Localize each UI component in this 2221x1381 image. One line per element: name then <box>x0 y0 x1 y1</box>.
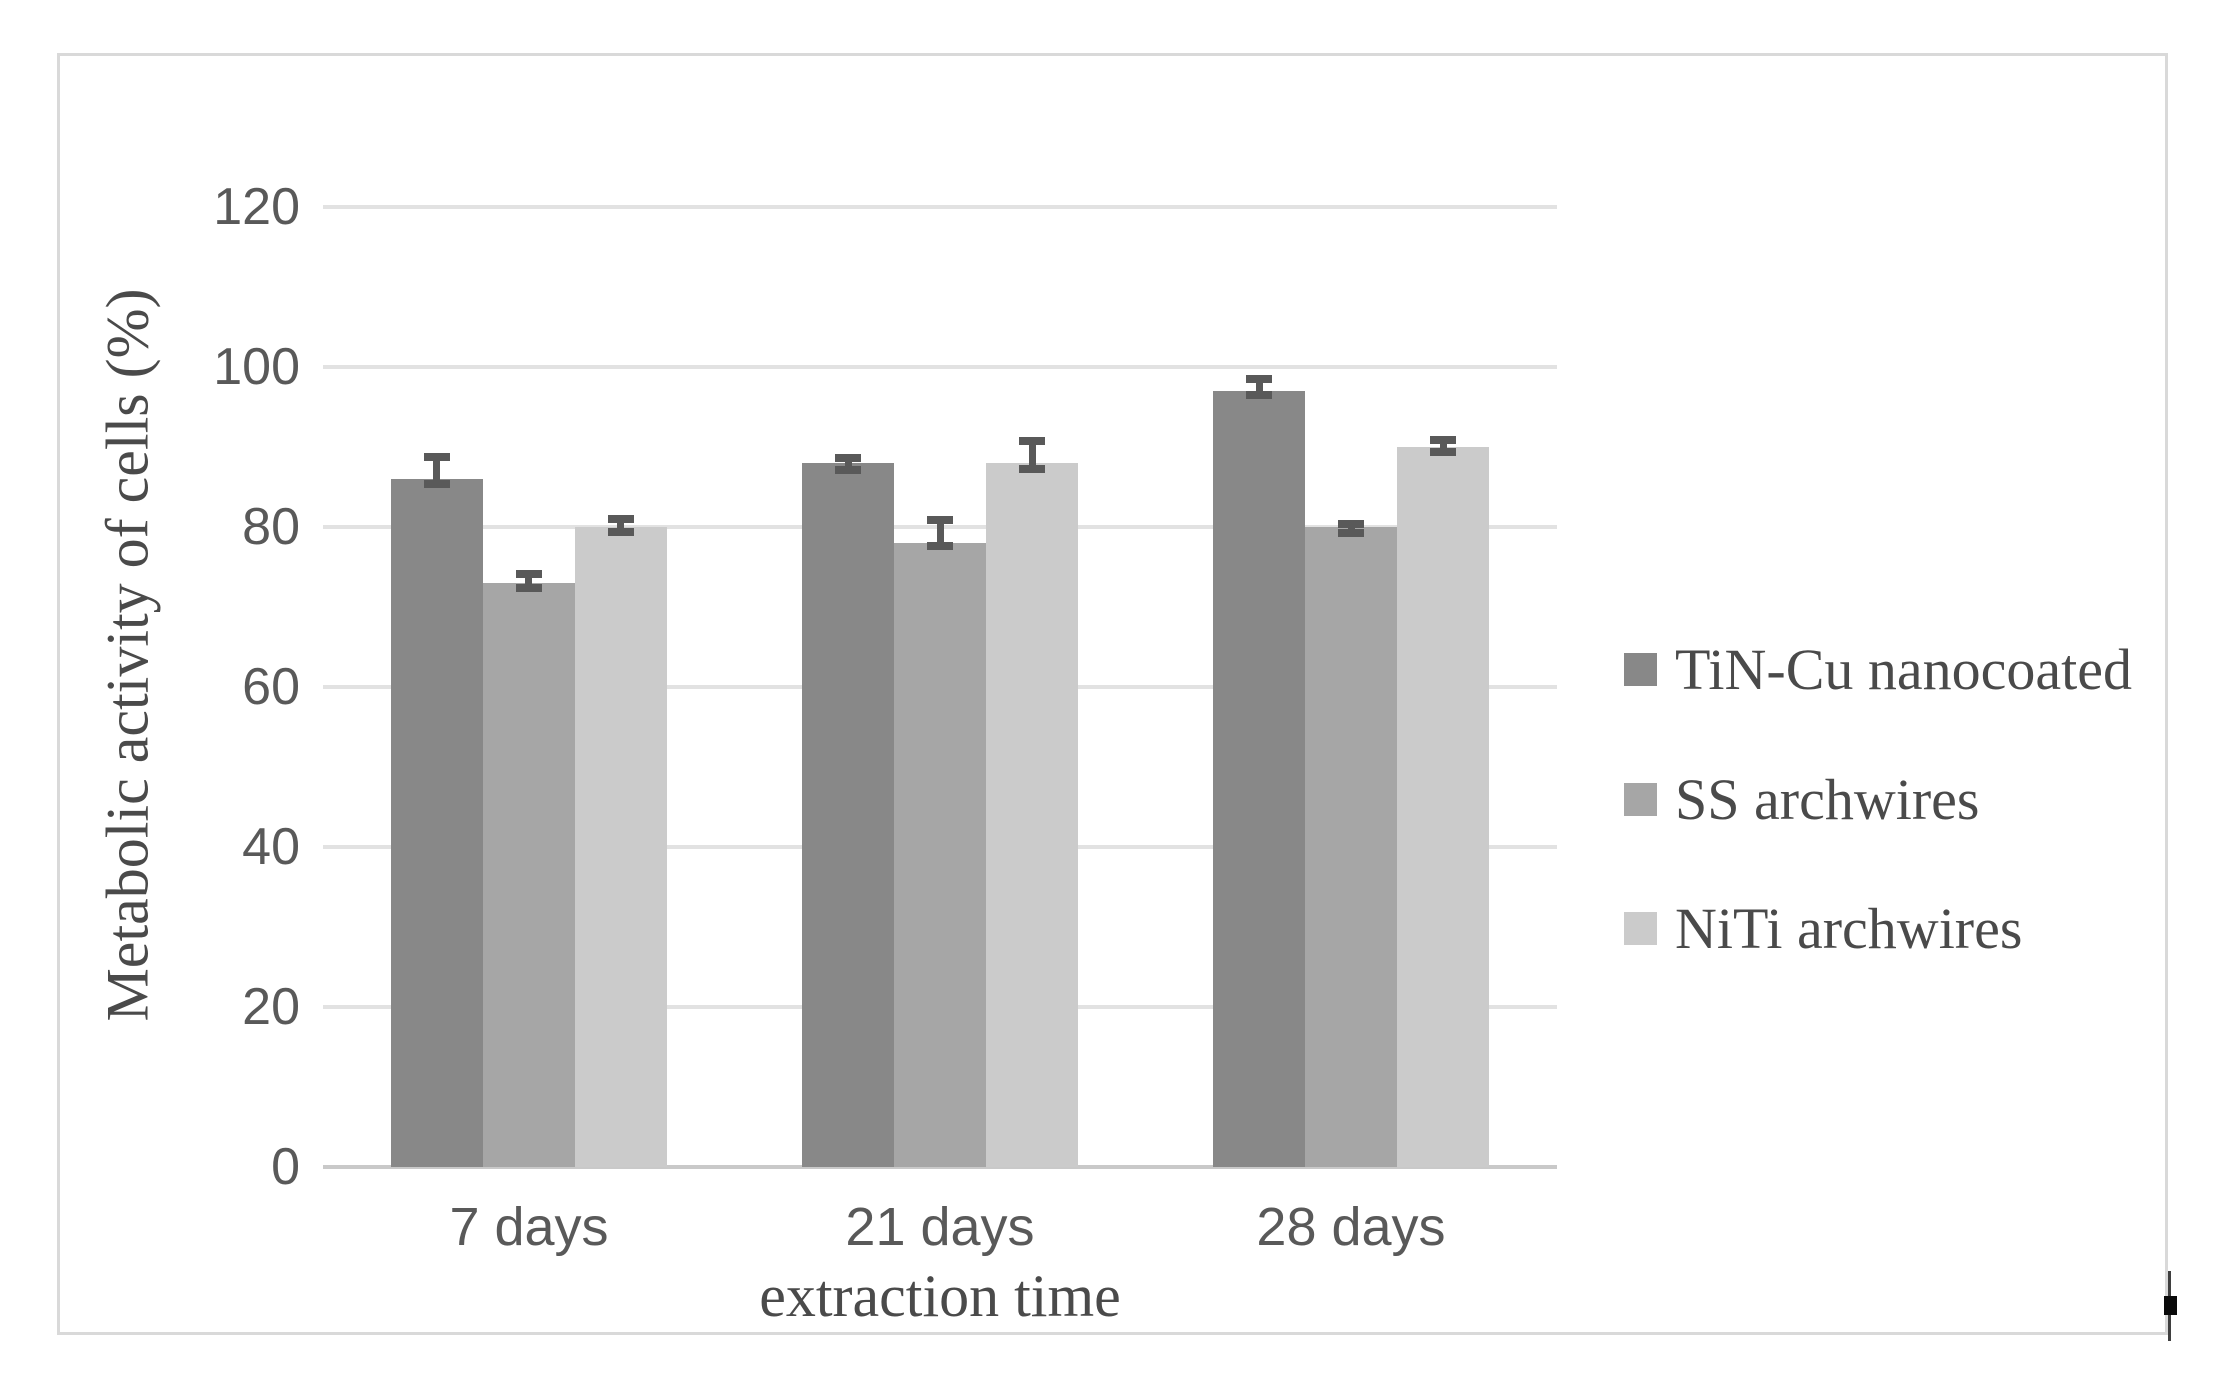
bar-tin-cu-nanocoated-28-days <box>1213 391 1306 1167</box>
x-axis-title: extraction time <box>759 1263 1121 1329</box>
error-bar-cap-bottom <box>607 527 634 536</box>
error-bar-cap-bottom <box>423 479 450 488</box>
category-label: 7 days <box>449 1197 609 1257</box>
y-tick-label-40: 40 <box>242 818 300 876</box>
legend-swatch-series1 <box>1624 652 1657 686</box>
text-cursor-blob <box>2164 1296 2177 1315</box>
y-tick-label-80: 80 <box>242 498 300 556</box>
error-bar <box>617 515 625 536</box>
bar-ss-archwires-21-days <box>894 543 986 1167</box>
bar-ss-archwires-7-days <box>482 583 575 1167</box>
error-bar-cap-bottom <box>927 542 953 551</box>
bar-niti-archwires-7-days <box>574 527 667 1167</box>
category-label: 21 days <box>845 1197 1035 1257</box>
error-bar-cap-bottom <box>1246 391 1273 399</box>
y-tick-label-0: 0 <box>271 1138 300 1196</box>
bar-niti-archwires-28-days <box>1397 447 1490 1167</box>
error-bar-cap-top <box>1338 519 1365 528</box>
error-bar-cap-bottom <box>1430 447 1457 456</box>
bar-ss-archwires-28-days <box>1305 527 1398 1167</box>
error-bar-cap-top <box>1246 375 1273 383</box>
error-bar-cap-bottom <box>835 466 861 475</box>
category-label: 28 days <box>1256 1197 1446 1257</box>
bar-niti-archwires-21-days <box>986 463 1078 1167</box>
gridline-y100 <box>323 365 1557 369</box>
gridline-y120 <box>323 205 1557 209</box>
error-bar-cap-bottom <box>515 583 542 592</box>
legend-label: SS archwires <box>1675 766 1980 832</box>
legend-item: NiTi archwires <box>1624 883 2022 973</box>
error-bar-cap-bottom <box>1338 528 1365 537</box>
y-axis-title-text: Metabolic activity of cells (%) <box>94 288 161 1022</box>
error-bar-cap-top <box>1019 436 1045 445</box>
error-bar <box>936 515 944 551</box>
legend-item: TiN-Cu nanocoated <box>1624 624 2132 714</box>
error-bar-cap-top <box>835 454 861 463</box>
bar-tin-cu-nanocoated-21-days <box>802 463 894 1167</box>
error-bar <box>1028 436 1036 474</box>
error-bar-cap-top <box>1430 435 1457 444</box>
legend-swatch-series3 <box>1624 911 1657 945</box>
error-bar <box>1439 435 1447 456</box>
error-bar <box>1255 375 1263 399</box>
bar-tin-cu-nanocoated-7-days <box>390 479 483 1167</box>
y-tick-label-120: 120 <box>213 178 300 236</box>
error-bar-cap-top <box>515 570 542 579</box>
legend-label: NiTi archwires <box>1675 895 2023 961</box>
error-bar-cap-bottom <box>1019 465 1045 474</box>
legend-label: TiN-Cu nanocoated <box>1675 636 2132 702</box>
y-tick-label-20: 20 <box>242 978 300 1036</box>
y-tick-label-100: 100 <box>213 338 300 396</box>
error-bar <box>433 453 441 488</box>
error-bar-cap-top <box>927 515 953 524</box>
error-bar <box>1347 519 1355 537</box>
legend-item: SS archwires <box>1624 754 1979 844</box>
x-axis-line <box>323 1165 1557 1169</box>
error-bar <box>844 454 852 475</box>
error-bar-cap-top <box>423 453 450 462</box>
error-bar <box>525 570 533 592</box>
legend-swatch-series2 <box>1624 782 1657 816</box>
y-tick-label-60: 60 <box>242 658 300 716</box>
error-bar-cap-top <box>607 515 634 523</box>
